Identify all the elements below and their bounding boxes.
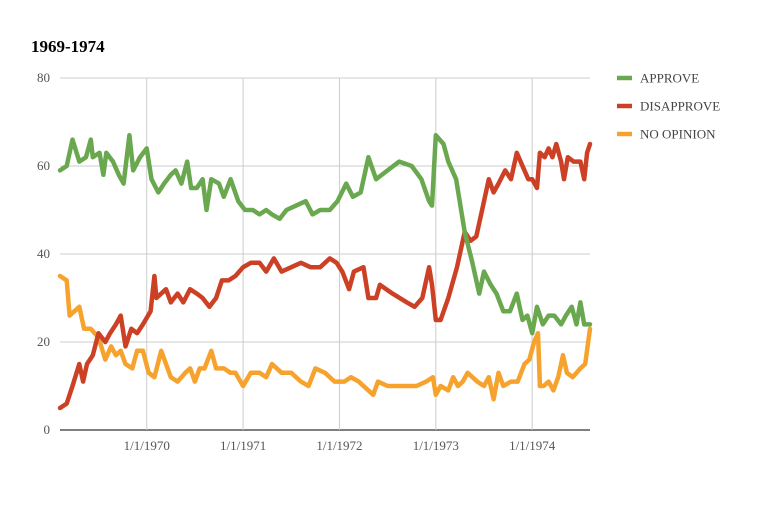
y-tick-label: 40 (37, 246, 50, 261)
x-tick-label: 1/1/1972 (316, 438, 362, 453)
chart-title: 1969-1974 (31, 37, 105, 56)
x-tick-label: 1/1/1971 (220, 438, 266, 453)
y-tick-label: 60 (37, 158, 50, 173)
y-tick-label: 80 (37, 70, 50, 85)
legend-label-disapprove: DISAPPROVE (640, 99, 720, 114)
y-tick-label: 0 (44, 422, 51, 437)
grid (60, 77, 590, 431)
y-tick-label: 20 (37, 334, 50, 349)
series-line-approve (57, 132, 593, 336)
x-axis: 1/1/1970 1/1/1971 1/1/1972 1/1/1973 1/1/1974 (124, 438, 556, 453)
plot-area (57, 132, 593, 411)
legend-label-approve: APPROVE (640, 71, 699, 86)
series-line-no-opinion (57, 273, 593, 402)
y-axis: 0 20 40 60 80 (37, 70, 50, 437)
series-line-disapprove (57, 141, 593, 411)
x-tick-label: 1/1/1970 (124, 438, 170, 453)
legend-label-no-opinion: NO OPINION (640, 127, 716, 142)
legend: APPROVE DISAPPROVE NO OPINION (617, 71, 720, 142)
x-tick-label: 1/1/1973 (413, 438, 459, 453)
x-tick-label: 1/1/1974 (509, 438, 556, 453)
